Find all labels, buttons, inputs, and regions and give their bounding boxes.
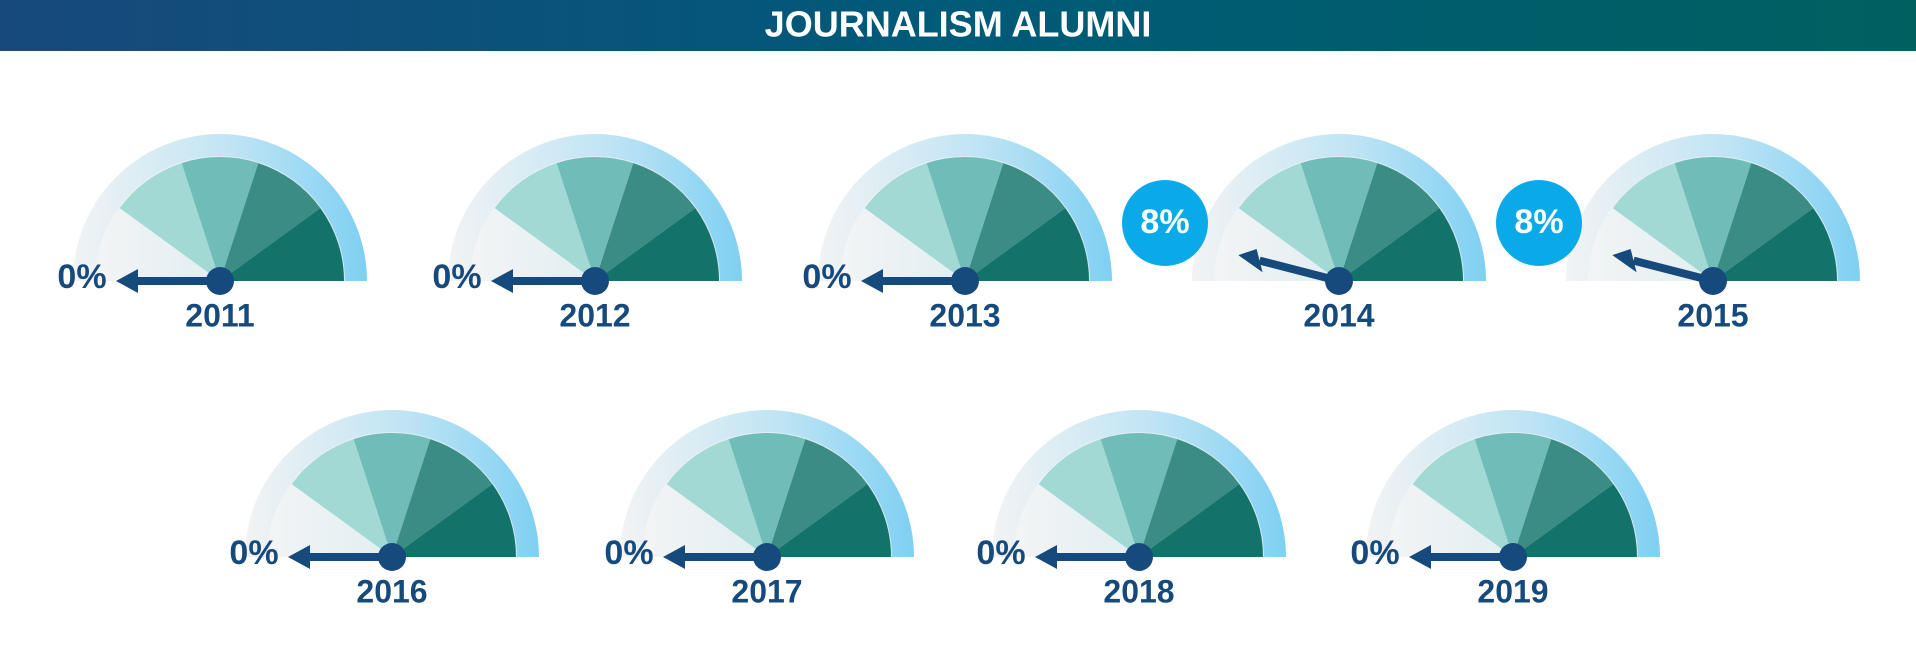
gauge-band [1513, 439, 1614, 557]
gauge-band [556, 157, 634, 281]
gauge-band [1238, 163, 1339, 281]
value-label: 0% [976, 534, 1025, 572]
gauge-band [1674, 157, 1752, 281]
gauge-band [1612, 163, 1713, 281]
needle [1409, 543, 1527, 571]
gauge-band [864, 163, 965, 281]
needle [1035, 543, 1153, 571]
gauge-band [1100, 433, 1178, 557]
value-label: 0% [1350, 534, 1399, 572]
value-badge [1122, 180, 1208, 266]
gauge-band [119, 163, 220, 281]
gauge-band [965, 163, 1066, 281]
year-label: 2012 [559, 297, 630, 333]
gauge-band [767, 439, 868, 557]
gauge-band [353, 433, 431, 557]
year-label: 2015 [1677, 297, 1748, 333]
chart-title: JOURNALISM ALUMNI [765, 4, 1152, 45]
gauge-band [1339, 208, 1463, 281]
needle [663, 543, 781, 571]
year-label: 2011 [185, 297, 254, 333]
year-label: 2018 [1103, 573, 1174, 609]
needle [1238, 248, 1353, 295]
gauge-band [767, 484, 891, 557]
gauge-band [181, 157, 259, 281]
gauge-band [728, 433, 806, 557]
gauge-band [1038, 439, 1139, 557]
needle [116, 267, 234, 295]
value-label: 8% [1514, 203, 1563, 241]
header-bar [0, 0, 1916, 51]
value-badge [1496, 180, 1582, 266]
gauge-band [965, 208, 1089, 281]
gauge-band [1513, 484, 1637, 557]
value-label: 0% [604, 534, 653, 572]
needle [1612, 248, 1727, 295]
needle [288, 543, 406, 571]
gauge-band [1713, 208, 1837, 281]
gauge-band [1412, 439, 1513, 557]
gauge-band [666, 439, 767, 557]
gauge-band [291, 439, 392, 557]
value-label: 0% [57, 258, 106, 296]
year-label: 2013 [929, 297, 1000, 333]
gauge-band [595, 163, 696, 281]
value-label: 8% [1140, 203, 1189, 241]
gauge-band [1300, 157, 1378, 281]
year-label: 2017 [731, 573, 802, 609]
needle [491, 267, 609, 295]
year-label: 2019 [1477, 573, 1548, 609]
gauge-band [1139, 439, 1240, 557]
gauge-band [1339, 163, 1440, 281]
gauge-band [926, 157, 1004, 281]
value-label: 0% [802, 258, 851, 296]
gauge-band [494, 163, 595, 281]
gauge-band [392, 439, 493, 557]
gauge-band [220, 163, 321, 281]
gauge-band [1713, 163, 1814, 281]
gauge-band [392, 484, 516, 557]
gauge-band [220, 208, 344, 281]
year-label: 2014 [1303, 297, 1374, 333]
value-label: 0% [432, 258, 481, 296]
gauge-band [1139, 484, 1263, 557]
gauge-band [595, 208, 719, 281]
value-label: 0% [229, 534, 278, 572]
needle [861, 267, 979, 295]
year-label: 2016 [356, 573, 427, 609]
gauge-band [1474, 433, 1552, 557]
